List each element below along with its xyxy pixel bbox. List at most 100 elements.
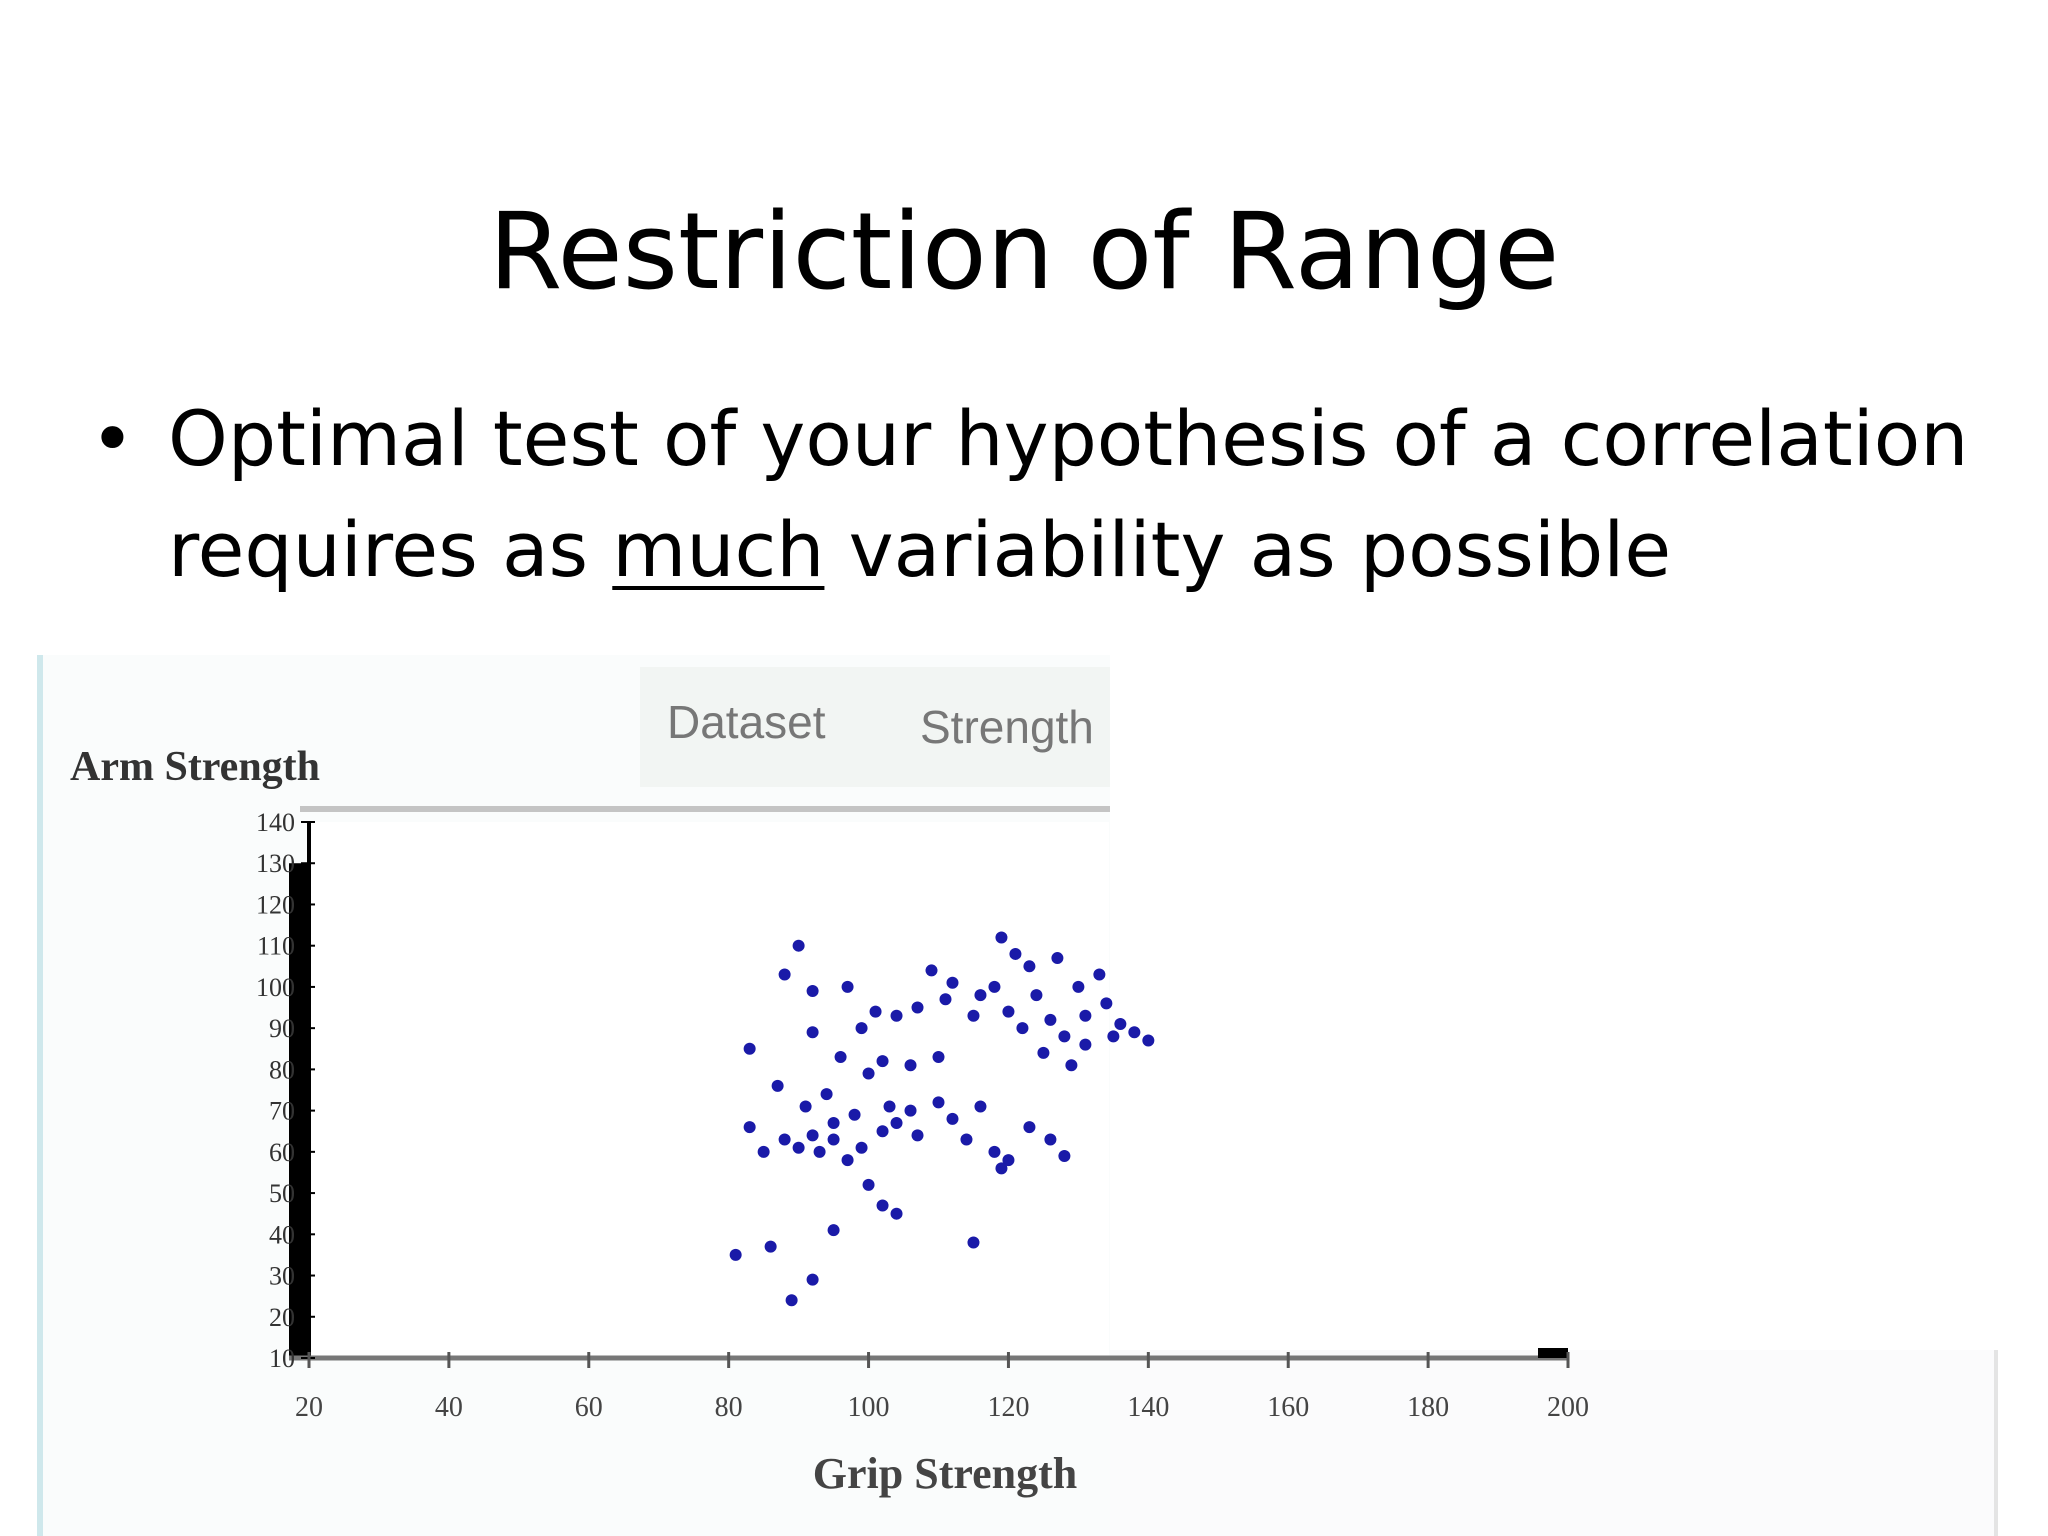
bullet-marker: •	[90, 394, 135, 483]
data-point	[1030, 989, 1043, 1002]
data-point	[925, 964, 938, 977]
data-point	[862, 1178, 875, 1191]
dataset-rule	[300, 806, 1110, 812]
y-tick-label: 30	[269, 1262, 295, 1291]
data-point	[869, 1005, 882, 1018]
data-point	[1044, 1133, 1057, 1146]
data-point	[974, 989, 987, 1002]
data-point	[988, 980, 1001, 993]
data-point	[855, 1141, 868, 1154]
y-tick-label: 100	[256, 973, 295, 1002]
data-point	[946, 976, 959, 989]
y-tick-label: 40	[269, 1220, 295, 1249]
data-point	[862, 1067, 875, 1080]
data-point	[1065, 1059, 1078, 1072]
data-point	[1093, 968, 1106, 981]
data-point	[967, 1236, 980, 1249]
x-axis-title: Grip Strength	[813, 1449, 1077, 1498]
data-point	[974, 1100, 987, 1113]
data-point	[799, 1100, 812, 1113]
data-point	[785, 1294, 798, 1307]
bullet-text-before: Optimal test of your hypothesis of a cor…	[168, 394, 1969, 594]
data-point	[904, 1104, 917, 1117]
data-point	[904, 1059, 917, 1072]
data-point	[834, 1051, 847, 1064]
data-point	[1072, 980, 1085, 993]
data-point	[995, 1162, 1008, 1175]
data-point	[855, 1022, 868, 1035]
data-point	[841, 1154, 854, 1167]
x-tick-label: 100	[848, 1392, 890, 1423]
x-tick-label: 20	[295, 1392, 323, 1423]
data-point	[890, 1207, 903, 1220]
data-point	[1016, 1022, 1029, 1035]
data-point	[743, 1121, 756, 1134]
y-axis-title: Arm Strength	[70, 744, 320, 790]
y-tick-label: 70	[269, 1097, 295, 1126]
data-point	[1009, 947, 1022, 960]
data-point	[932, 1051, 945, 1064]
data-point	[876, 1199, 889, 1212]
data-point	[1142, 1034, 1155, 1047]
data-point	[967, 1009, 980, 1022]
data-point	[1002, 1154, 1015, 1167]
data-point	[1107, 1030, 1120, 1043]
data-point	[890, 1009, 903, 1022]
y-tick-label: 10	[269, 1344, 295, 1373]
x-axis-end-cap	[1538, 1348, 1568, 1358]
data-point	[813, 1145, 826, 1158]
y-tick-label: 120	[256, 890, 295, 919]
x-tick-label: 40	[435, 1392, 463, 1423]
data-point	[764, 1240, 777, 1253]
data-point	[890, 1116, 903, 1129]
data-point	[1044, 1013, 1057, 1026]
data-point	[792, 1141, 805, 1154]
data-point	[806, 1129, 819, 1142]
bullet-emphasis: much	[612, 505, 825, 594]
y-tick-label: 80	[269, 1055, 295, 1084]
y-tick-label: 90	[269, 1014, 295, 1043]
data-point	[778, 968, 791, 981]
y-tick-label: 60	[269, 1138, 295, 1167]
data-point	[848, 1108, 861, 1121]
data-point	[1114, 1018, 1127, 1031]
x-tick-label: 200	[1547, 1392, 1589, 1423]
plot-area	[309, 822, 1109, 1358]
y-tick-label: 140	[256, 808, 295, 837]
data-point	[988, 1145, 1001, 1158]
data-point	[820, 1088, 833, 1101]
y-tick-label: 130	[256, 849, 295, 878]
data-point	[1100, 997, 1113, 1010]
data-point	[1023, 1121, 1036, 1134]
x-tick-label: 180	[1407, 1392, 1449, 1423]
y-tick-label: 50	[269, 1179, 295, 1208]
data-point	[876, 1125, 889, 1138]
data-point	[743, 1042, 756, 1055]
data-point	[729, 1248, 742, 1261]
y-tick-label: 110	[257, 932, 295, 961]
data-point	[806, 1273, 819, 1286]
bullet-text: Optimal test of your hypothesis of a cor…	[168, 383, 2018, 605]
data-point	[792, 939, 805, 952]
x-tick-label: 160	[1267, 1392, 1309, 1423]
data-point	[757, 1145, 770, 1158]
x-tick-label: 80	[715, 1392, 743, 1423]
data-point	[911, 1129, 924, 1142]
data-point	[1037, 1046, 1050, 1059]
bullet-text-after: variability as possible	[824, 505, 1672, 594]
data-point	[911, 1001, 924, 1014]
data-point	[883, 1100, 896, 1113]
dataset-value[interactable]: Strength	[920, 701, 1094, 753]
data-point	[939, 993, 952, 1006]
slide-title: Restriction of Range	[488, 190, 1560, 314]
data-point	[1058, 1149, 1071, 1162]
data-point	[1002, 1005, 1015, 1018]
data-point	[1051, 952, 1064, 965]
data-point	[1079, 1038, 1092, 1051]
data-point	[995, 931, 1008, 944]
x-tick-label: 60	[575, 1392, 603, 1423]
y-tick-label: 20	[269, 1303, 295, 1332]
dataset-box	[640, 667, 1110, 787]
data-point	[827, 1133, 840, 1146]
